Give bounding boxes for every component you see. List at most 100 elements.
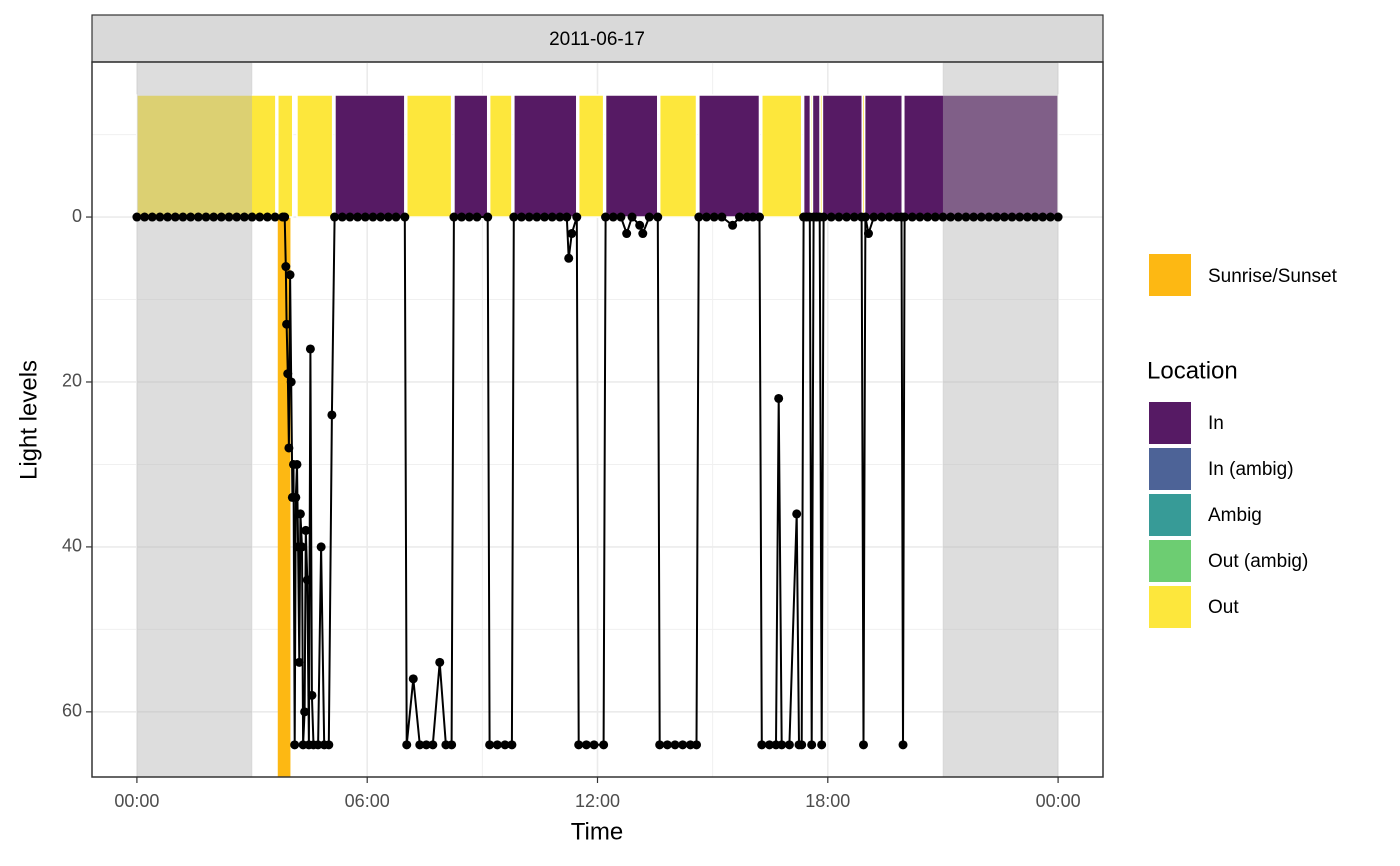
light-point xyxy=(368,212,378,222)
light-point xyxy=(678,740,688,750)
location-segment xyxy=(334,94,406,218)
light-point xyxy=(239,212,249,222)
light-point xyxy=(290,740,300,750)
light-point xyxy=(301,525,311,535)
light-point xyxy=(999,212,1009,222)
x-tick-label: 18:00 xyxy=(805,791,850,811)
light-point xyxy=(391,212,401,222)
light-point xyxy=(140,212,150,222)
location-segment xyxy=(277,94,294,218)
light-point xyxy=(302,575,312,585)
light-point xyxy=(517,212,527,222)
location-segment xyxy=(136,94,277,218)
legend-label: Ambig xyxy=(1208,505,1262,526)
location-segment xyxy=(821,94,864,218)
light-point xyxy=(842,212,852,222)
light-point xyxy=(728,220,738,230)
location-segment xyxy=(513,94,578,218)
light-point xyxy=(953,212,963,222)
light-point xyxy=(483,212,493,222)
light-point xyxy=(860,212,870,222)
light-point xyxy=(581,740,591,750)
night-shade xyxy=(942,62,1059,777)
legend-label: In (ambig) xyxy=(1208,459,1294,480)
light-point xyxy=(930,212,940,222)
light-point xyxy=(435,657,445,667)
light-point xyxy=(262,212,272,222)
light-point xyxy=(186,212,196,222)
y-tick-label: 40 xyxy=(62,536,82,556)
light-point xyxy=(292,459,302,469)
light-point xyxy=(547,212,557,222)
legend-label: Out xyxy=(1208,597,1239,618)
legend-key xyxy=(1149,402,1191,444)
light-point xyxy=(748,212,758,222)
x-tick-label: 00:00 xyxy=(1036,791,1081,811)
legend-label: Out (ambig) xyxy=(1208,551,1308,572)
legend-label: In xyxy=(1208,413,1224,434)
light-point xyxy=(147,212,157,222)
light-point xyxy=(178,212,188,222)
light-point xyxy=(402,740,412,750)
light-point xyxy=(564,253,574,263)
light-point xyxy=(1015,212,1025,222)
x-tick-label: 12:00 xyxy=(575,791,620,811)
light-point xyxy=(599,740,609,750)
light-point xyxy=(817,740,827,750)
light-point xyxy=(976,212,986,222)
light-point xyxy=(163,212,173,222)
light-point xyxy=(415,740,425,750)
light-point xyxy=(300,707,310,717)
light-point xyxy=(232,212,242,222)
light-point xyxy=(1030,212,1040,222)
light-point xyxy=(1045,212,1055,222)
light-point xyxy=(635,220,645,230)
legend-key xyxy=(1149,448,1191,490)
light-point xyxy=(532,212,542,222)
light-point xyxy=(284,443,294,453)
light-point xyxy=(383,212,393,222)
light-point xyxy=(337,212,347,222)
light-point xyxy=(589,740,599,750)
legend-key xyxy=(1149,254,1191,296)
light-point xyxy=(884,212,894,222)
y-tick-label: 0 xyxy=(72,206,82,226)
light-point xyxy=(327,410,337,420)
light-point xyxy=(692,740,702,750)
light-point xyxy=(757,740,767,750)
x-axis-title: Time xyxy=(571,818,623,845)
light-point xyxy=(376,212,386,222)
light-point xyxy=(485,740,495,750)
location-segment xyxy=(405,94,453,218)
legend-title: Location xyxy=(1147,357,1238,384)
location-segment xyxy=(453,94,489,218)
y-axis-title: Light levels xyxy=(15,360,42,480)
light-point xyxy=(307,690,317,700)
light-point xyxy=(1053,212,1063,222)
light-point xyxy=(540,212,550,222)
light-point xyxy=(774,393,784,403)
light-point xyxy=(754,212,764,222)
legend-key xyxy=(1149,586,1191,628)
light-point xyxy=(777,740,787,750)
light-point xyxy=(900,212,910,222)
light-point xyxy=(360,212,370,222)
light-point xyxy=(447,740,457,750)
light-point xyxy=(324,740,334,750)
light-point xyxy=(1038,212,1048,222)
light-point xyxy=(869,212,879,222)
light-point xyxy=(255,212,265,222)
light-point xyxy=(670,740,680,750)
light-point xyxy=(826,212,836,222)
light-point xyxy=(938,212,948,222)
location-segment xyxy=(811,94,821,218)
light-point xyxy=(408,674,418,684)
light-point xyxy=(644,212,654,222)
light-point xyxy=(291,492,301,502)
light-point xyxy=(281,262,291,272)
light-point xyxy=(509,212,519,222)
light-point xyxy=(294,657,304,667)
light-point xyxy=(305,344,315,354)
light-point xyxy=(500,740,510,750)
